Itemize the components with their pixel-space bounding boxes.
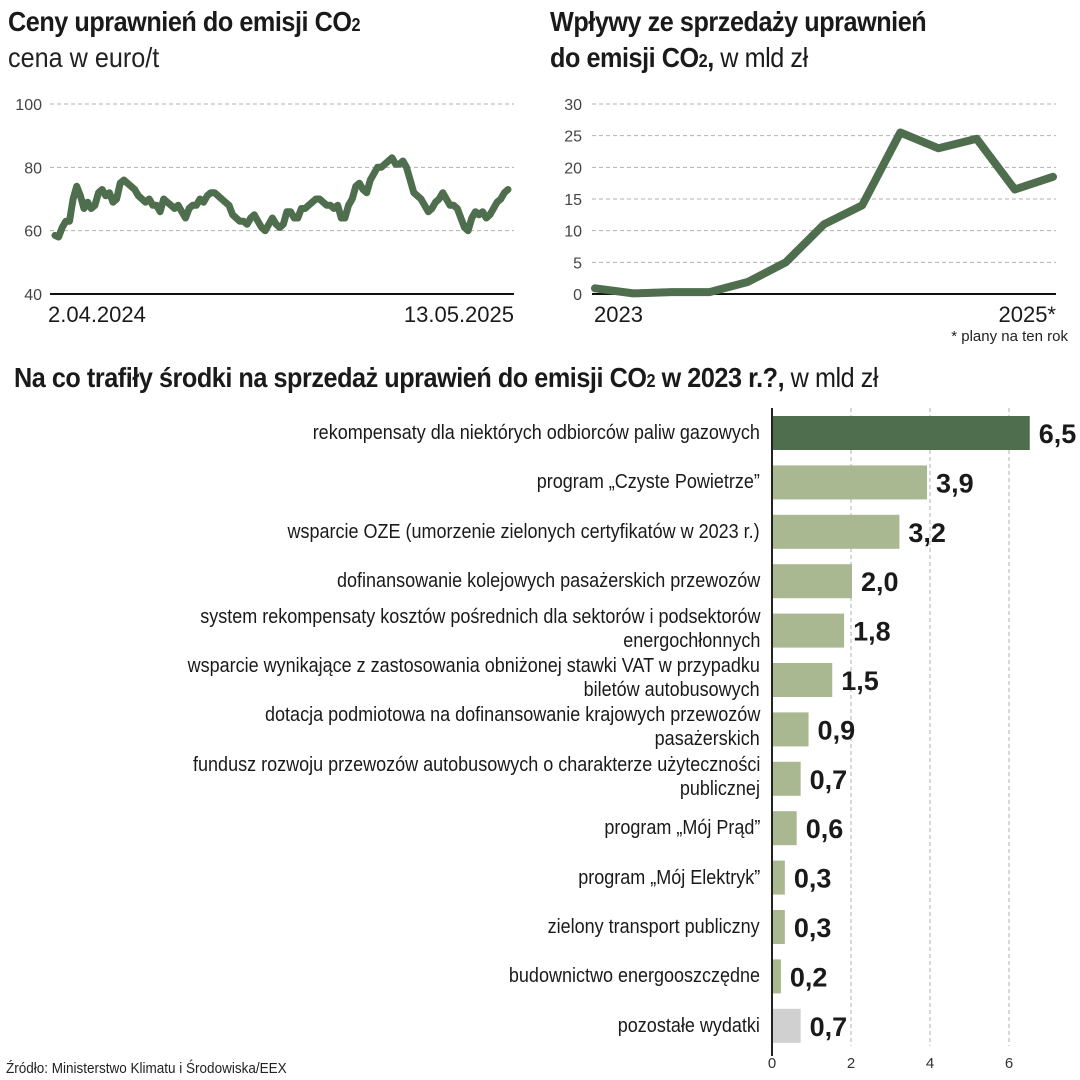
y-tick-label: 60 <box>24 224 42 241</box>
subscript-2: 2 <box>646 371 656 391</box>
y-tick-label: 20 <box>564 160 582 177</box>
price-chart-title-text: Ceny uprawnień do emisji CO <box>8 6 352 37</box>
price-line-chart: 40 60 80 100 2.04.2024 13.05.2025 <box>15 97 514 327</box>
bar <box>773 564 852 599</box>
bar-category-label: pasażerskich <box>654 728 760 751</box>
y-tick-label: 100 <box>15 97 42 114</box>
bar <box>773 613 845 648</box>
x-tick-label: 4 <box>926 1055 934 1072</box>
y-tick-label: 10 <box>564 224 582 241</box>
bar-value-label: 2,0 <box>861 567 899 597</box>
bar-category-label: wsparcie wynikające z zastosowania obniż… <box>187 655 760 677</box>
y-tick-label: 15 <box>564 192 582 209</box>
bar-value-label: 1,5 <box>841 666 879 696</box>
bar-category-label: dotacja podmiotowa na dofinansowanie kra… <box>264 704 760 727</box>
data-line <box>591 128 1057 298</box>
bar-value-label: 0,7 <box>810 1012 848 1042</box>
bar-category-label: program „Czyste Powietrze” <box>536 471 760 494</box>
bar-value-label: 0,9 <box>818 715 856 745</box>
x-tick-label: 2 <box>847 1055 855 1072</box>
bar <box>773 712 809 747</box>
bar <box>773 1008 801 1043</box>
bar-category-label: pozostałe wydatki <box>617 1014 760 1037</box>
data-line <box>51 154 512 241</box>
bar-value-label: 1,8 <box>853 617 891 647</box>
bar <box>773 761 801 796</box>
allocation-title-rest: w 2023 r.?, <box>655 362 785 393</box>
bar-category-label: dofinansowanie kolejowych pasażerskich p… <box>336 570 760 593</box>
bar <box>773 910 785 944</box>
bar-value-label: 3,2 <box>908 518 946 548</box>
subscript-2: 2 <box>698 51 708 71</box>
x-tick-label: 2025* <box>998 302 1056 327</box>
bar <box>773 514 900 549</box>
allocation-chart-unit: w mld zł <box>784 362 879 393</box>
bar-category-label: biletów autobusowych <box>583 679 760 701</box>
bar-category-label: fundusz rozwoju przewozów autobusowych o… <box>192 753 760 776</box>
bar <box>773 959 781 994</box>
bar-value-label: 6,5 <box>1039 419 1077 449</box>
revenue-line-chart: 0 5 10 15 20 25 30 2023 2025* <box>564 97 1057 327</box>
allocation-chart-title: Na co trafiły środki na sprzedaż uprawie… <box>14 362 879 397</box>
revenue-title-comma: , <box>707 42 714 73</box>
bar-category-label: energochłonnych <box>622 629 760 652</box>
x-tick-label: 2.04.2024 <box>48 302 146 327</box>
y-tick-label: 80 <box>24 160 42 177</box>
y-tick-label: 30 <box>564 97 582 114</box>
revenue-chart-unit: w mld zł <box>713 42 808 73</box>
revenue-chart-title-line1: Wpływy ze sprzedaży uprawnień <box>550 6 927 37</box>
y-tick-label: 0 <box>573 287 582 304</box>
bar-category-label: publicznej <box>679 777 760 800</box>
bar-value-label: 3,9 <box>936 468 974 498</box>
bar-category-label: zielony transport publiczny <box>547 916 760 938</box>
revenue-chart-title-line2: do emisji CO2, w mld zł <box>550 42 808 77</box>
bar-value-label: 0,7 <box>810 765 848 795</box>
bar <box>773 811 797 846</box>
bar-category-label: program „Mój Prąd” <box>603 817 760 840</box>
y-tick-label: 5 <box>573 255 582 272</box>
bar-category-label: program „Mój Elektryk” <box>577 866 760 889</box>
footnote: * plany na ten rok <box>951 328 1068 345</box>
subscript-2: 2 <box>351 15 361 35</box>
x-tick-label: 0 <box>768 1055 776 1072</box>
bar <box>773 465 928 500</box>
bar-value-label: 0,6 <box>806 814 844 844</box>
revenue-title-text: do emisji CO <box>550 42 699 73</box>
bar <box>773 416 1030 450</box>
source-note: Źródło: Ministerstwo Klimatu i Środowisk… <box>6 1060 287 1077</box>
y-tick-label: 25 <box>564 129 582 146</box>
bar-category-label: wsparcie OZE (umorzenie zielonych certyf… <box>287 520 760 543</box>
bar-category-label: budownictwo energooszczędne <box>508 965 760 988</box>
y-tick-label: 40 <box>24 287 42 304</box>
price-chart-subtitle: cena w euro/t <box>8 42 160 73</box>
x-tick-label: 6 <box>1005 1055 1013 1072</box>
price-chart-title: Ceny uprawnień do emisji CO2 <box>8 6 361 41</box>
bar <box>773 860 785 895</box>
x-tick-label: 13.05.2025 <box>404 302 514 327</box>
x-tick-label: 2023 <box>594 302 643 327</box>
bar-value-label: 0,3 <box>794 913 832 943</box>
bar <box>773 663 833 697</box>
bar-value-label: 0,3 <box>794 864 832 894</box>
bar-category-label: system rekompensaty kosztów pośrednich d… <box>199 605 760 628</box>
allocation-title-text: Na co trafiły środki na sprzedaż uprawie… <box>14 362 647 393</box>
bar-value-label: 0,2 <box>790 962 828 992</box>
bar-category-label: rekompensaty dla niektórych odbiorców pa… <box>312 422 760 444</box>
